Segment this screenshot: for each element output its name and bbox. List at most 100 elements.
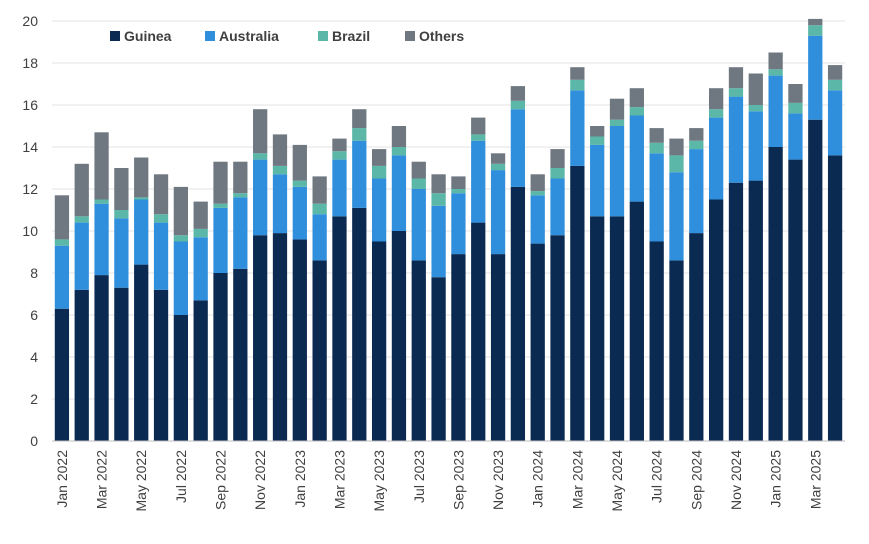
bar-segment-australia — [371, 178, 387, 242]
bar-segment-brazil — [570, 79, 585, 91]
bar-segment-guinea — [530, 243, 545, 441]
bar-segment-others — [768, 52, 783, 70]
bar-segment-brazil — [550, 168, 565, 179]
y-tick-label: 20 — [22, 13, 38, 29]
bar-segment-australia — [233, 197, 248, 269]
bar-segment-guinea — [371, 241, 387, 441]
y-tick-label: 8 — [30, 265, 38, 281]
bar-segment-brazil — [649, 142, 664, 154]
x-tick-label: Nov 2022 — [252, 450, 268, 510]
bar-segment-australia — [590, 144, 605, 217]
x-tick-label: May 2023 — [371, 450, 387, 512]
bar-segment-others — [530, 174, 545, 192]
x-tick-label: Jul 2023 — [411, 450, 427, 503]
bar-segment-australia — [451, 193, 466, 255]
y-tick-label: 14 — [22, 139, 38, 155]
bar-segment-others — [54, 195, 70, 240]
bar-segment-brazil — [827, 79, 843, 91]
bar-segment-australia — [808, 35, 823, 120]
bar-segment-brazil — [709, 109, 724, 118]
bar-segment-brazil — [74, 216, 89, 223]
legend-label-others: Others — [419, 28, 464, 44]
bar-segment-australia — [411, 189, 426, 261]
x-tick-label: Jan 2024 — [530, 450, 546, 508]
bar-segment-others — [134, 157, 149, 198]
bar-segment-guinea — [411, 260, 426, 441]
bar-segment-brazil — [788, 102, 803, 114]
bar-segment-australia — [530, 195, 545, 244]
legend-label-brazil: Brazil — [332, 28, 370, 44]
bar-segment-guinea — [510, 186, 526, 441]
bar-segment-australia — [193, 237, 208, 301]
y-tick-label: 10 — [22, 223, 38, 239]
bar-segment-guinea — [649, 241, 664, 441]
bar-segment-guinea — [74, 289, 89, 441]
axes: 0 2 4 6 8 10 12 14 16 18 20 Jan 2022 Mar 2022 May 202… — [22, 13, 845, 511]
bar-segment-others — [193, 201, 208, 229]
bar-segment-brazil — [114, 210, 129, 219]
bar-segment-brazil — [233, 193, 248, 198]
bar-segment-others — [74, 163, 89, 217]
bar-segment-others — [669, 138, 684, 156]
bar-segment-australia — [689, 149, 704, 234]
bar-segment-brazil — [272, 165, 288, 175]
bar-segment-guinea — [134, 264, 149, 441]
bar-segment-australia — [213, 207, 228, 273]
bar-segment-australia — [431, 205, 446, 278]
bar-segment-brazil — [371, 165, 387, 179]
bar-segment-guinea — [629, 201, 644, 441]
bar-segment-guinea — [233, 268, 248, 441]
bar-segment-guinea — [748, 180, 763, 441]
bar-segment-guinea — [332, 216, 347, 441]
bar-segment-australia — [768, 75, 783, 147]
bar-segment-australia — [272, 174, 288, 234]
x-tick-label: Mar 2025 — [807, 450, 823, 509]
bar-segment-guinea — [609, 216, 625, 441]
bar-segment-guinea — [590, 216, 605, 441]
bar-segment-guinea — [94, 275, 109, 441]
bar-segment-brazil — [609, 119, 625, 126]
bar-segment-guinea — [728, 182, 744, 441]
bar-segment-australia — [669, 172, 684, 261]
bar-segment-brazil — [768, 69, 783, 76]
x-tick-label: Sep 2022 — [213, 450, 229, 510]
bar-segment-others — [213, 161, 228, 204]
bar-segment-guinea — [451, 254, 466, 441]
x-tick-label: Jul 2022 — [173, 450, 189, 503]
bar-segment-brazil — [253, 153, 268, 160]
bar-segment-australia — [391, 155, 407, 231]
bar-segment-brazil — [689, 140, 704, 150]
bar-segment-brazil — [808, 25, 823, 36]
bar-segment-brazil — [332, 151, 347, 160]
bar-segment-guinea — [709, 199, 724, 441]
x-tick-label: Nov 2023 — [490, 450, 506, 510]
bar-segment-guinea — [669, 260, 684, 441]
bar-segment-brazil — [530, 191, 545, 196]
bar-segment-brazil — [193, 228, 208, 238]
bar-segment-australia — [292, 186, 307, 240]
x-tick-label: Jul 2024 — [649, 450, 665, 503]
bar-segment-australia — [550, 178, 565, 236]
bar-segment-others — [332, 138, 347, 152]
bar-segment-australia — [471, 140, 486, 223]
x-tick-label: May 2022 — [133, 450, 149, 512]
bar-segment-brazil — [629, 107, 644, 116]
bar-segment-brazil — [669, 155, 684, 173]
bar-segment-guinea — [689, 233, 704, 441]
y-tick-label: 2 — [30, 391, 38, 407]
bar-segment-australia — [827, 90, 843, 156]
bar-segment-australia — [629, 115, 644, 202]
bar-segment-australia — [510, 109, 526, 187]
bar-segment-others — [153, 174, 169, 215]
bar-segment-guinea — [827, 155, 843, 441]
bar-segment-brazil — [352, 128, 367, 141]
bar-segment-australia — [312, 214, 327, 261]
bar-segment-others — [94, 132, 109, 200]
bar-segment-guinea — [808, 119, 823, 441]
bar-segment-others — [173, 186, 188, 236]
legend-label-guinea: Guinea — [124, 28, 172, 44]
bar-segment-australia — [490, 170, 506, 255]
bar-segment-guinea — [768, 147, 783, 441]
bar-segment-australia — [253, 159, 268, 236]
